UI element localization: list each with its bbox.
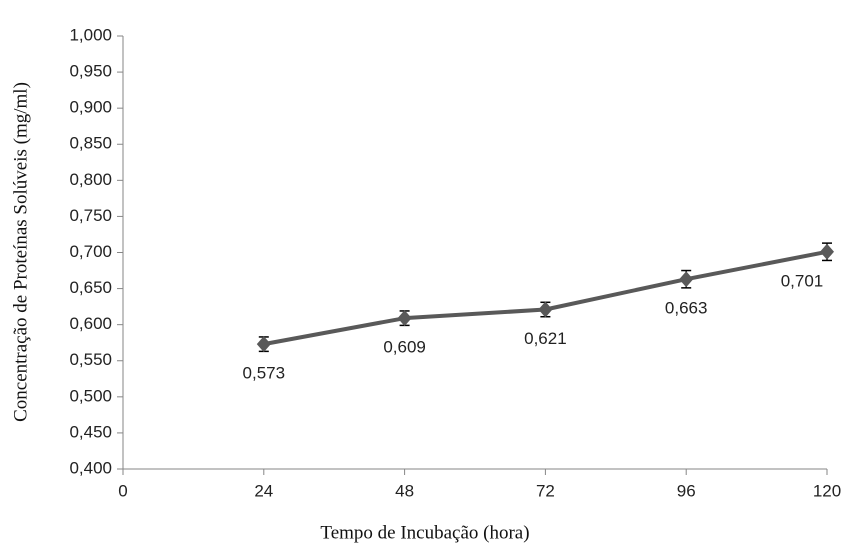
y-axis-title: Concentração de Proteínas Solúveis (mg/m… [10,82,31,422]
x-axis-title: Tempo de Incubação (hora) [320,522,529,543]
data-point [256,336,271,353]
y-tick-label: 0,800 [69,170,112,189]
data-point [679,271,694,288]
y-tick-label: 0,700 [69,242,112,261]
y-tick-label: 0,550 [69,350,112,369]
data-point [820,243,834,260]
y-tick-label: 0,750 [69,206,112,225]
data-point [538,301,553,318]
x-tick-label: 72 [536,481,555,500]
y-tick-label: 0,450 [69,422,112,441]
y-tick-label: 0,900 [69,98,112,117]
y-tick-label: 0,600 [69,314,112,333]
data-point [397,310,412,327]
y-tick-label: 0,850 [69,134,112,153]
x-tick-label: 24 [254,481,273,500]
data-label: 0,663 [665,299,708,318]
y-tick-label: 0,500 [69,386,112,405]
y-tick-label: 0,650 [69,278,112,297]
y-tick-label: 0,950 [69,62,112,81]
data-label: 0,701 [781,271,824,290]
y-tick-label: 0,400 [69,458,112,477]
x-tick-label: 0 [118,481,127,500]
y-tick-label: 1,000 [69,25,112,44]
x-tick-label: 96 [677,481,696,500]
data-label: 0,609 [383,338,426,357]
x-tick-label: 48 [395,481,414,500]
data-label: 0,621 [524,329,567,348]
data-label: 0,573 [243,364,286,383]
x-tick-label: 120 [813,481,841,500]
